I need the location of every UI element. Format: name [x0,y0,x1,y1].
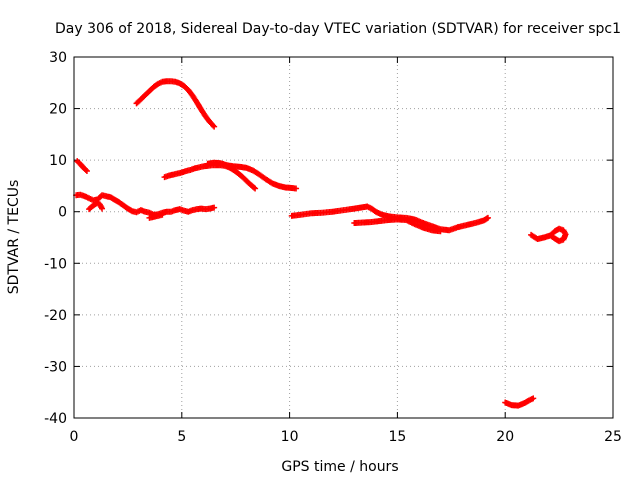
data-points [73,78,569,409]
y-tick-label: 20 [49,102,67,118]
data-point [83,167,90,174]
x-axis-label: GPS time / hours [281,459,398,475]
data-point [210,122,217,129]
data-point [530,395,537,402]
data-point [211,123,218,130]
data-point [437,228,444,235]
plot-frame [73,56,614,419]
x-tick-label: 5 [177,429,186,445]
data-point [293,185,300,192]
data-point [211,204,218,211]
x-tick-label: 25 [604,429,622,445]
x-tick-label: 20 [496,429,514,445]
data-point [484,214,491,221]
y-tick-label: 0 [58,205,67,221]
y-tick-label: -40 [44,411,67,427]
y-tick-label: 10 [49,153,67,169]
series-arc-7 [204,159,300,192]
data-point [82,166,89,173]
x-tick-label: 10 [281,429,299,445]
data-point [159,211,166,218]
grid-lines [74,57,613,418]
y-tick-label: -30 [44,359,67,375]
series-arc-1 [74,158,90,174]
series-arc-6 [161,162,259,192]
series-arc-11 [528,225,569,245]
series-arc-10 [502,395,537,409]
series-arc-2 [73,191,218,218]
y-tick-label: -20 [44,308,67,324]
series-arc-4 [146,211,166,221]
y-tick-label: -10 [44,256,67,272]
y-tick-label: 30 [49,50,67,66]
series-arc-5 [133,78,218,130]
data-point [251,184,258,191]
data-point [99,205,106,212]
data-point [252,185,259,192]
data-point [547,232,554,239]
series-arc-3 [86,199,106,213]
x-tick-label: 15 [388,429,406,445]
series-arc-9 [351,216,444,235]
data-point [548,233,555,240]
chart-title: Day 306 of 2018, Sidereal Day-to-day VTE… [55,21,621,37]
x-tick-label: 0 [70,429,79,445]
y-axis-label: SDTVAR / TECUs [6,180,22,295]
